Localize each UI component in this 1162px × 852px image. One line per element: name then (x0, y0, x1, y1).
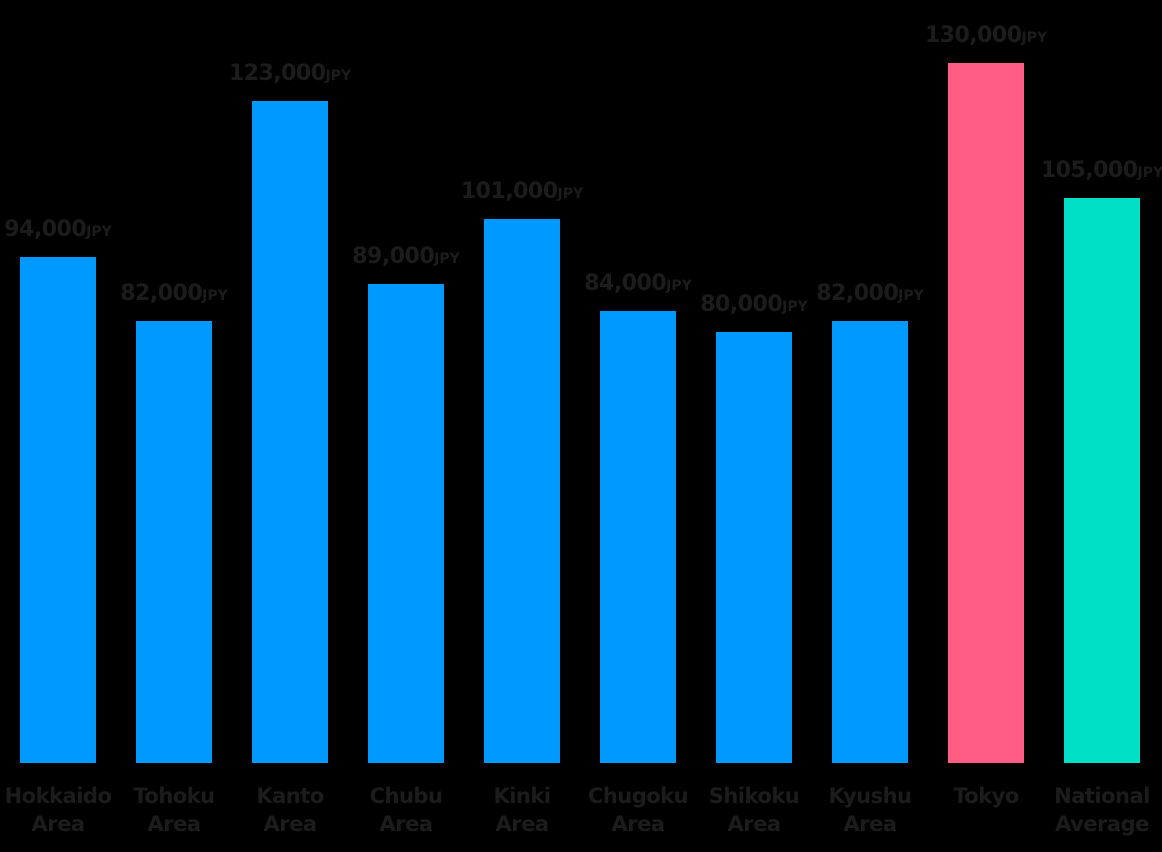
bar-group: 130,000JPY Tokyo (925, 0, 1047, 852)
category-label: Tohoku Area (106, 782, 242, 838)
bar (252, 101, 328, 763)
category-label: Kanto Area (222, 782, 358, 838)
value-number: 130,000 (924, 23, 1022, 48)
category-line-1: National (1054, 784, 1150, 808)
value-number: 84,000 (584, 271, 667, 296)
category-line-1: Tokyo (953, 784, 1019, 808)
bar-group: 82,000JPY Kyushu Area (812, 0, 928, 852)
bar-group: 84,000JPY Chugoku Area (580, 0, 696, 852)
bar (20, 257, 96, 763)
bar (368, 284, 444, 763)
category-line-2: Area (147, 812, 201, 836)
category-label: National Average (1034, 782, 1162, 838)
bar-group: 80,000JPY Shikoku Area (696, 0, 812, 852)
bar-group: 101,000JPY Kinki Area (461, 0, 583, 852)
value-number: 82,000 (816, 281, 899, 306)
value-number: 82,000 (120, 281, 203, 306)
bar (484, 219, 560, 763)
value-number: 123,000 (228, 61, 326, 86)
bar (948, 63, 1024, 763)
value-label: 82,000JPY (802, 281, 938, 306)
category-line-1: Kyushu (828, 784, 912, 808)
category-line-1: Hokkaido (4, 784, 112, 808)
bar (832, 321, 908, 763)
bar-group: 82,000JPY Tohoku Area (116, 0, 232, 852)
category-label: Chubu Area (338, 782, 474, 838)
value-label: 105,000JPY (1034, 158, 1162, 183)
value-number: 105,000 (1040, 158, 1138, 183)
category-line-2: Area (263, 812, 317, 836)
bar (600, 311, 676, 763)
category-line-1: Shikoku (708, 784, 800, 808)
value-label: 80,000JPY (686, 292, 822, 317)
value-label: 89,000JPY (338, 244, 474, 269)
bar-group: 89,000JPY Chubu Area (348, 0, 464, 852)
value-unit: JPY (202, 288, 228, 304)
value-number: 80,000 (700, 292, 783, 317)
category-line-2: Area (727, 812, 781, 836)
category-line-1: Tohoku (133, 784, 215, 808)
bar-group: 123,000JPY Kanto Area (229, 0, 351, 852)
category-line-1: Chubu (369, 784, 443, 808)
value-label: 101,000JPY (454, 179, 590, 204)
category-line-2: Area (843, 812, 897, 836)
category-label: Shikoku Area (686, 782, 822, 838)
bar (1064, 198, 1140, 763)
value-label: 130,000JPY (918, 23, 1054, 48)
value-label: 82,000JPY (106, 281, 242, 306)
category-label: Tokyo (918, 782, 1054, 810)
bar-group: 105,000JPY National Average (1041, 0, 1162, 852)
value-unit: JPY (1137, 165, 1162, 181)
value-number: 101,000 (460, 179, 558, 204)
category-line-1: Chugoku (587, 784, 689, 808)
value-unit: JPY (666, 278, 692, 294)
bar-group: 94,000JPY Hokkaido Area (0, 0, 116, 852)
category-label: Kyushu Area (802, 782, 938, 838)
value-unit: JPY (782, 299, 808, 315)
category-line-1: Kinki (493, 784, 551, 808)
category-label: Kinki Area (454, 782, 590, 838)
value-unit: JPY (86, 224, 112, 240)
bar (716, 332, 792, 763)
category-label: Hokkaido Area (0, 782, 126, 838)
value-unit: JPY (557, 186, 584, 202)
category-line-2: Area (379, 812, 433, 836)
category-line-2: Area (495, 812, 549, 836)
category-label: Chugoku Area (570, 782, 706, 838)
category-line-2: Area (31, 812, 85, 836)
value-label: 94,000JPY (0, 217, 126, 242)
value-unit: JPY (1021, 30, 1048, 46)
category-line-2: Area (611, 812, 665, 836)
value-unit: JPY (898, 288, 924, 304)
value-label: 84,000JPY (570, 271, 706, 296)
category-line-2: Average (1055, 812, 1149, 836)
value-unit: JPY (325, 68, 352, 84)
category-line-1: Kanto (256, 784, 324, 808)
value-number: 89,000 (352, 244, 435, 269)
bar (136, 321, 212, 763)
value-label: 123,000JPY (222, 61, 358, 86)
value-number: 94,000 (4, 217, 87, 242)
value-unit: JPY (434, 251, 460, 267)
